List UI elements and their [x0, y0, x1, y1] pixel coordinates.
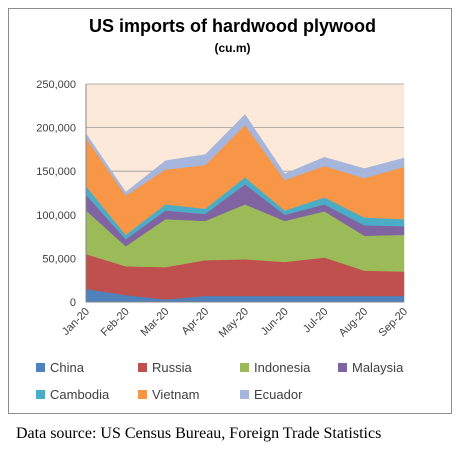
y-tick-label: 150,000 — [36, 166, 76, 178]
y-tick-label: 250,000 — [36, 79, 76, 91]
legend-swatch-china — [36, 363, 45, 372]
y-tick-label: 100,000 — [36, 210, 76, 222]
x-tick-label: May-20 — [217, 306, 251, 340]
chart-subtitle: (cu.m) — [214, 41, 251, 55]
x-tick-label: Sep-20 — [377, 306, 411, 340]
x-tick-label: Apr-20 — [180, 306, 212, 338]
area-series-ecuador — [85, 114, 405, 196]
y-tick-label: 50,000 — [42, 253, 76, 265]
legend-label-cambodia: Cambodia — [50, 387, 110, 402]
legend-label-russia: Russia — [152, 360, 193, 375]
x-tick-label: Aug-20 — [337, 306, 371, 340]
x-tick-label: Jan-20 — [60, 306, 92, 338]
legend-swatch-indonesia — [240, 363, 249, 372]
legend-swatch-cambodia — [36, 390, 45, 399]
x-tick-label: Mar-20 — [138, 306, 171, 339]
legend-label-malaysia: Malaysia — [352, 360, 404, 375]
x-tick-label: Jul-20 — [301, 306, 331, 336]
y-tick-label: 200,000 — [36, 123, 76, 135]
chart-title: US imports of hardwood plywood — [89, 16, 376, 36]
x-tick-label: Feb-20 — [99, 306, 132, 339]
x-tick-label: Jun-20 — [259, 306, 291, 338]
legend-swatch-ecuador — [240, 390, 249, 399]
y-tick-label: 0 — [70, 297, 76, 309]
legend-label-vietnam: Vietnam — [152, 387, 199, 402]
legend-swatch-malaysia — [338, 363, 347, 372]
legend-swatch-russia — [138, 363, 147, 372]
legend-label-ecuador: Ecuador — [254, 387, 303, 402]
legend-label-china: China — [50, 360, 85, 375]
data-source-note: Data source: US Census Bureau, Foreign T… — [16, 425, 382, 442]
legend-swatch-vietnam — [138, 390, 147, 399]
legend-label-indonesia: Indonesia — [254, 360, 311, 375]
